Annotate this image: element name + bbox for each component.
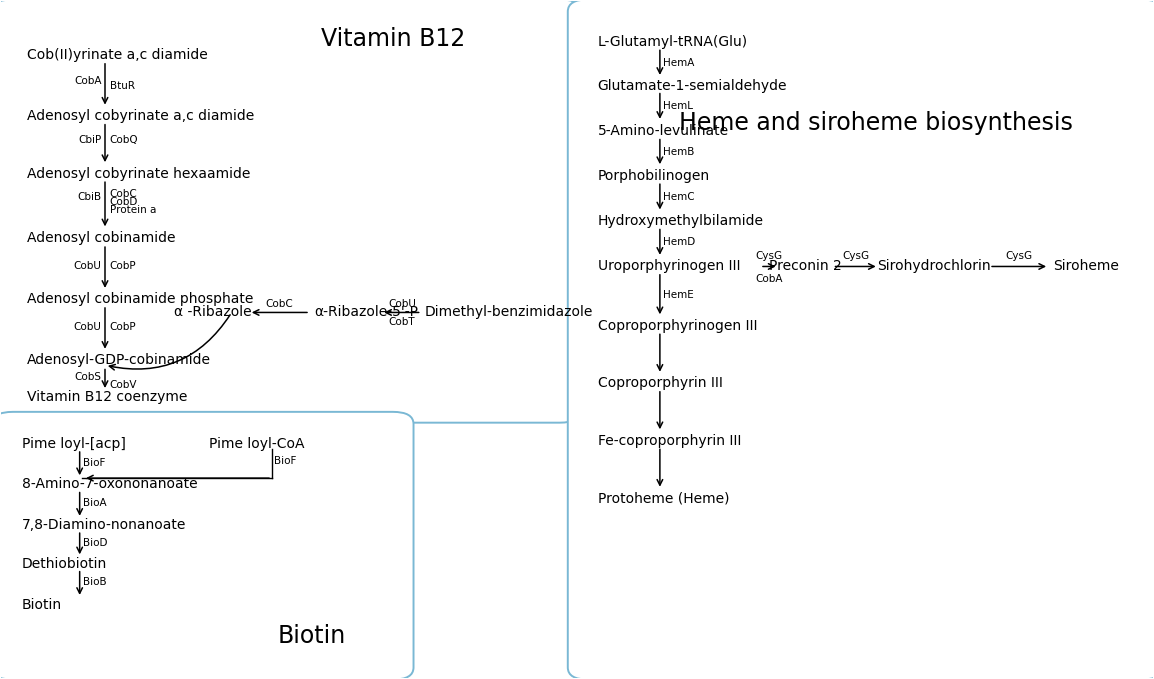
- Text: Vitamin B12 coenzyme: Vitamin B12 coenzyme: [27, 390, 187, 404]
- Text: 8-Amino-7-oxononanoate: 8-Amino-7-oxononanoate: [22, 477, 197, 491]
- Text: BioD: BioD: [83, 538, 107, 548]
- Text: CobA: CobA: [756, 274, 784, 284]
- Text: CobU: CobU: [388, 299, 415, 310]
- Text: CobA: CobA: [74, 76, 102, 86]
- Text: Adenosyl cobinamide phosphate: Adenosyl cobinamide phosphate: [27, 292, 253, 306]
- Text: CbiP: CbiP: [78, 135, 102, 145]
- Text: Biotin: Biotin: [278, 624, 346, 648]
- Text: HemD: HemD: [664, 237, 696, 247]
- Text: HemB: HemB: [664, 147, 695, 157]
- Text: Coproporphyrin III: Coproporphyrin III: [598, 376, 722, 390]
- FancyBboxPatch shape: [0, 0, 580, 422]
- Text: CobS: CobS: [75, 372, 102, 382]
- Text: Adenosyl cobyrinate a,c diamide: Adenosyl cobyrinate a,c diamide: [27, 109, 254, 124]
- Text: CobC: CobC: [265, 299, 293, 310]
- Text: Biotin: Biotin: [22, 598, 62, 612]
- Text: Adenosyl cobinamide: Adenosyl cobinamide: [27, 231, 175, 245]
- Text: BioB: BioB: [83, 577, 107, 587]
- Text: Protoheme (Heme): Protoheme (Heme): [598, 492, 729, 505]
- Text: α -Ribazole: α -Ribazole: [174, 306, 252, 319]
- Text: BioA: BioA: [83, 498, 107, 508]
- Text: HemE: HemE: [664, 289, 694, 299]
- Text: Pime loyl-[acp]: Pime loyl-[acp]: [22, 437, 126, 452]
- Text: Preconin 2: Preconin 2: [769, 259, 841, 274]
- Text: CobC: CobC: [110, 189, 137, 199]
- Text: Pime loyl-CoA: Pime loyl-CoA: [209, 437, 305, 452]
- Text: 5-Amino-levulinate: 5-Amino-levulinate: [598, 124, 729, 139]
- Text: CysG: CysG: [756, 251, 782, 261]
- Text: CobU: CobU: [74, 261, 102, 272]
- Text: CobV: CobV: [110, 380, 137, 390]
- Text: Glutamate-1-semialdehyde: Glutamate-1-semialdehyde: [598, 79, 787, 93]
- Text: Hydroxymethylbilamide: Hydroxymethylbilamide: [598, 214, 764, 228]
- Text: HemA: HemA: [664, 58, 695, 68]
- Text: L-Glutamyl-tRNA(Glu): L-Glutamyl-tRNA(Glu): [598, 35, 748, 49]
- Text: CobD: CobD: [110, 197, 138, 207]
- Text: Adenosyl cobyrinate hexaamide: Adenosyl cobyrinate hexaamide: [27, 167, 250, 181]
- Text: CobP: CobP: [110, 261, 136, 272]
- Text: Protein a: Protein a: [110, 205, 156, 215]
- Text: Fe-coproporphyrin III: Fe-coproporphyrin III: [598, 434, 741, 448]
- Text: CbiB: CbiB: [77, 192, 102, 202]
- Text: Sirohydrochlorin: Sirohydrochlorin: [877, 259, 990, 274]
- Text: Heme and siroheme biosynthesis: Heme and siroheme biosynthesis: [680, 111, 1073, 135]
- Text: α-Ribazole-5'-P: α-Ribazole-5'-P: [315, 306, 419, 319]
- Text: CobT: CobT: [389, 317, 415, 327]
- Text: Dimethyl-benzimidazole: Dimethyl-benzimidazole: [425, 306, 593, 319]
- Text: HemC: HemC: [664, 191, 695, 202]
- FancyBboxPatch shape: [568, 0, 1154, 679]
- Text: Dethiobiotin: Dethiobiotin: [22, 557, 107, 571]
- Text: CobP: CobP: [110, 323, 136, 332]
- FancyBboxPatch shape: [0, 412, 413, 679]
- Text: BioF: BioF: [275, 456, 297, 466]
- Text: BioF: BioF: [83, 458, 105, 468]
- Text: CysG: CysG: [842, 251, 869, 261]
- Text: Porphobilinogen: Porphobilinogen: [598, 169, 710, 183]
- Text: CobU: CobU: [74, 323, 102, 332]
- Text: Coproporphyrinogen III: Coproporphyrinogen III: [598, 319, 757, 333]
- Text: Adenosyl-GDP-cobinamide: Adenosyl-GDP-cobinamide: [27, 353, 211, 367]
- Text: HemL: HemL: [664, 101, 694, 111]
- Text: Vitamin B12: Vitamin B12: [321, 26, 465, 50]
- Text: Uroporphyrinogen III: Uroporphyrinogen III: [598, 259, 740, 274]
- Text: BtuR: BtuR: [110, 81, 135, 91]
- Text: 7,8-Diamino-nonanoate: 7,8-Diamino-nonanoate: [22, 518, 187, 532]
- Text: CobQ: CobQ: [110, 135, 138, 145]
- Text: Cob(II)yrinate a,c diamide: Cob(II)yrinate a,c diamide: [27, 48, 208, 62]
- Text: CysG: CysG: [1005, 251, 1033, 261]
- Text: Siroheme: Siroheme: [1052, 259, 1118, 274]
